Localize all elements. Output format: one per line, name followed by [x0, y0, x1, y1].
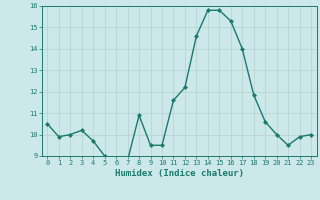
- X-axis label: Humidex (Indice chaleur): Humidex (Indice chaleur): [115, 169, 244, 178]
